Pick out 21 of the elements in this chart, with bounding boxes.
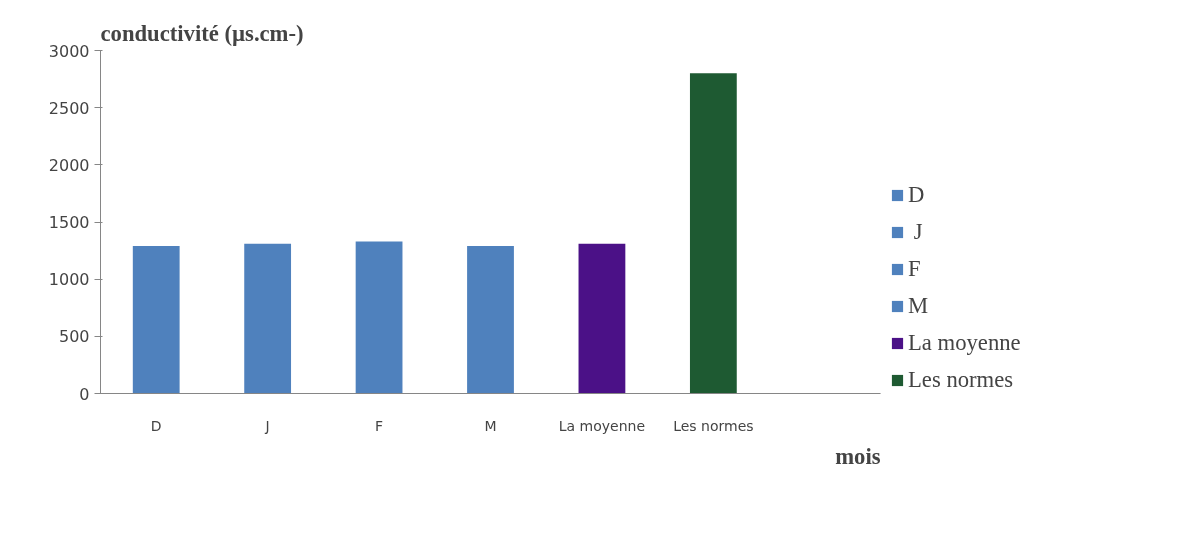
legend-label: M xyxy=(908,293,929,319)
y-tick-label: 0 xyxy=(79,384,90,404)
x-tick-label: Les normes xyxy=(673,417,754,434)
y-tick-label: 1000 xyxy=(48,270,90,290)
x-tick-label: M xyxy=(484,417,497,434)
y-tick-label: 500 xyxy=(58,327,90,347)
legend-label: La moyenne xyxy=(908,330,1021,356)
y-tick-label: 2500 xyxy=(48,98,90,118)
chart-title: conductivité (µs.cm-) xyxy=(100,20,304,46)
x-tick-label: F xyxy=(375,417,384,434)
legend-label: Les normes xyxy=(908,367,1014,393)
legend-label: J xyxy=(912,219,924,245)
y-tick-label: 2000 xyxy=(48,155,90,175)
x-axis-title: mois xyxy=(835,443,881,469)
y-tick-label: 1500 xyxy=(48,213,90,232)
y-tick-label: 3000 xyxy=(48,41,90,61)
x-tick-label: J xyxy=(264,417,270,434)
legend-label: D xyxy=(908,182,926,208)
x-tick-label: La moyenne xyxy=(558,417,646,434)
x-tick-label: D xyxy=(150,417,162,434)
legend-label: F xyxy=(908,256,922,282)
